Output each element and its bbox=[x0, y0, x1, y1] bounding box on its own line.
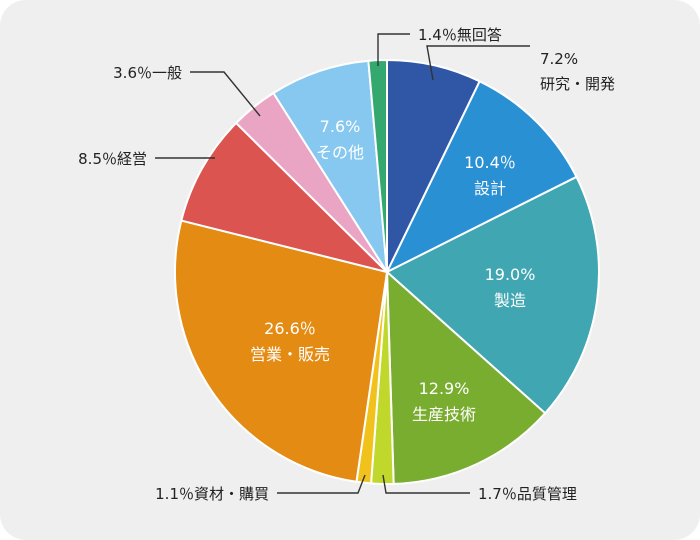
leader-line-purch bbox=[277, 474, 366, 494]
slice-label-design: 設計 bbox=[474, 179, 506, 198]
slice-label-purch: 1.1％資材・購買 bbox=[155, 485, 269, 503]
slice-label-qa: 1.7％品質管理 bbox=[478, 485, 577, 503]
slice-label-mgmt: 8.5％経営 bbox=[78, 150, 147, 168]
pie-slice-design bbox=[386, 80, 578, 273]
pie-slice-mgmt bbox=[180, 122, 388, 273]
pie-slice-prodtech bbox=[386, 271, 547, 485]
slice-label-prodtech: 12.9% bbox=[419, 379, 470, 398]
slice-label-prodtech: 生産技術 bbox=[412, 405, 476, 424]
slice-label-rd: 研究・開発 bbox=[540, 75, 615, 93]
pie-slice-other bbox=[272, 59, 388, 273]
slice-label-rd: 7.2% bbox=[540, 50, 578, 68]
leader-line-qa bbox=[382, 474, 470, 494]
slice-labels: 7.2% 研究・開発 10.4％ 設計 19.0% 製造 12.9% 生産技術 1.7％品質管理… bbox=[78, 26, 615, 503]
slice-label-general: 3.6％一般 bbox=[113, 64, 182, 82]
pie-slices bbox=[174, 59, 600, 486]
slice-label-sales: 26.6％ bbox=[264, 319, 316, 338]
leader-line-rd bbox=[426, 45, 530, 81]
pie-slice-mfg bbox=[386, 175, 600, 415]
leader-line-noans bbox=[377, 33, 410, 66]
slice-label-other: その他 bbox=[316, 143, 364, 162]
pie-slice-sales bbox=[174, 219, 388, 483]
slice-label-other: 7.6% bbox=[320, 117, 361, 136]
slice-label-design: 10.4％ bbox=[464, 153, 516, 172]
slice-label-noans: 1.4％無回答 bbox=[418, 26, 502, 44]
slice-label-mfg: 19.0% bbox=[485, 265, 536, 284]
leader-line-general bbox=[190, 71, 261, 117]
slice-label-sales: 営業・販売 bbox=[250, 345, 330, 364]
slice-label-mfg: 製造 bbox=[494, 291, 526, 310]
